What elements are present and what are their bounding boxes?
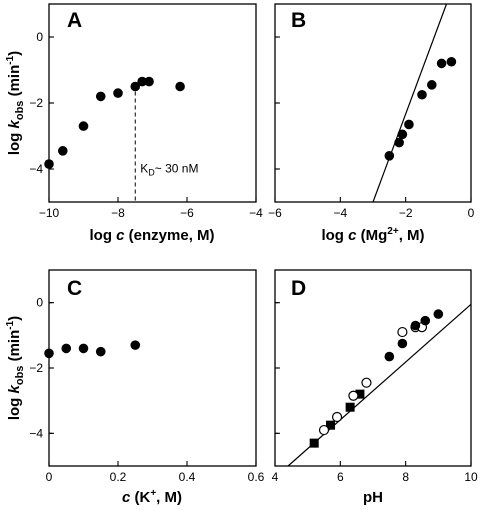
panel-c-x-tick-label: 0.2	[110, 470, 127, 484]
panel-d-x-tick-label: 8	[402, 470, 409, 484]
x-axis-label-b: log c (Mg2+, M)	[321, 226, 424, 244]
panel-c-data-point	[44, 348, 54, 359]
panel-c-y-tick-label: −2	[29, 361, 43, 375]
panel-b-data-point	[446, 56, 457, 67]
panel-a-data-point	[58, 146, 68, 156]
kd-annotation: KD~ 30 nM	[140, 161, 198, 177]
panel-d-data-point	[410, 320, 421, 331]
panel-c-y-tick-label: −4	[29, 426, 43, 440]
panel-a-x-tick-label: −6	[180, 206, 194, 220]
panel-b-x-tick-label: 0	[468, 206, 475, 220]
panel-c-x-tick-label: 0	[46, 470, 53, 484]
panel-c-letter: C	[67, 277, 82, 300]
panel-b-frame	[274, 3, 472, 203]
panel-a-y-tick-label: −2	[29, 96, 43, 110]
panel-d-data-point-square	[326, 420, 336, 430]
panel-d-data-point	[420, 315, 431, 326]
panel-c-data-point	[95, 346, 106, 357]
chart-marks: −10 −8 −6 −4 −4 −2 0 −6 −4 −2 0 0 0.2 0.4 0.6 −4 −2 0 4 6 8 1…	[29, 3, 478, 484]
panel-a-x-tick-label: −8	[111, 206, 125, 220]
x-axis-label-d: pH	[363, 489, 383, 506]
panel-d-data-point-open	[348, 390, 359, 401]
panel-a-y-tick-label: −4	[29, 162, 43, 176]
panel-a-data-point	[175, 81, 185, 92]
x-axis-label-a: log c (enzyme, M)	[89, 227, 214, 244]
panel-b-data-point	[427, 80, 437, 90]
panel-d-data-point-square	[345, 402, 355, 412]
panel-d-data-point-square	[309, 438, 319, 448]
panel-d-x-tick-label: 10	[464, 470, 478, 484]
panel-b-data-point	[384, 151, 395, 161]
panel-c-data-point	[61, 343, 72, 354]
panel-a-data-point	[95, 91, 106, 102]
panel-b-x-tick-label: −6	[268, 206, 282, 220]
panel-a-x-tick-label: −10	[39, 206, 60, 220]
panel-c-x-tick-label: 0.6	[248, 470, 265, 484]
panel-d-x-tick-label: 6	[337, 470, 344, 484]
panel-d-data-point-open	[361, 377, 372, 388]
panel-b-fit-line	[372, 3, 448, 203]
panel-a-data-point	[113, 88, 123, 98]
panel-a-data-point	[144, 76, 154, 87]
panel-b-letter: B	[291, 9, 306, 32]
panel-c-y-tick-label: 0	[36, 296, 43, 310]
panel-b-data-point	[397, 129, 408, 140]
panel-b-data-point	[394, 137, 404, 148]
panel-b-data-point	[417, 89, 427, 100]
panel-a-data-point	[44, 159, 54, 169]
panel-d-data-point-square	[355, 389, 365, 399]
panel-d-letter: D	[291, 277, 306, 300]
panel-a-x-tick-label: −4	[249, 206, 263, 220]
panel-d-data-point-open	[318, 424, 330, 436]
panel-d-data-point	[433, 309, 444, 319]
panel-b-x-tick-label: −4	[333, 206, 347, 220]
panel-b-data-point	[404, 119, 414, 130]
panel-c-data-point	[78, 343, 89, 354]
panel-c-x-tick-label: 0.4	[179, 470, 196, 484]
panel-a-y-tick-label: 0	[36, 30, 43, 44]
panel-a-data-point	[130, 81, 141, 92]
panel-d-data-point-open	[331, 411, 343, 423]
x-axis-label-c: c (K+, M)	[122, 488, 182, 506]
y-axis-label-top: log kobs (min-1)	[5, 51, 26, 155]
panel-b-x-tick-label: −2	[399, 206, 413, 220]
panel-b-data-point	[436, 58, 447, 69]
panel-d-data-point	[397, 338, 408, 349]
y-axis-label-bottom: log kobs (min-1)	[5, 316, 26, 420]
panel-a-data-point	[137, 76, 147, 87]
panel-d-x-tick-label: 4	[272, 470, 279, 484]
panel-d-data-point	[384, 351, 395, 362]
panel-a-letter: A	[67, 9, 82, 32]
panel-c-data-point	[130, 340, 141, 350]
panel-d-data-point-open	[397, 326, 408, 338]
panel-a-data-point	[78, 121, 89, 131]
